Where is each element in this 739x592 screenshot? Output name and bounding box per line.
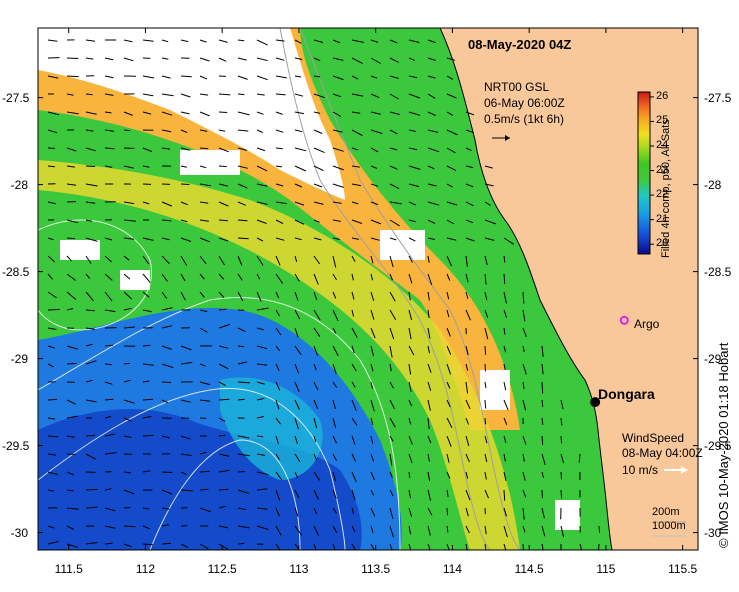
dongara-label: Dongara [598, 386, 655, 402]
wind-legend-arrowhead [681, 466, 688, 474]
y-tick-label-right: -27.5 [704, 90, 732, 105]
x-tick-label: 115 [596, 562, 616, 576]
current-vectors [47, 39, 601, 550]
depth-legend-200m: 200m [652, 506, 680, 518]
y-tick-label: -27.5 [2, 90, 30, 105]
y-tick-label-right: -30 [704, 525, 722, 540]
y-tick-label-right: -29 [704, 351, 722, 366]
ssh-contours [38, 219, 401, 550]
y-tick-label: -28.5 [2, 264, 30, 279]
x-tick-label: 115.5 [668, 562, 698, 576]
x-tick-label: 112 [135, 562, 155, 576]
colorbar [637, 91, 651, 255]
y-tick-label: -28 [10, 177, 28, 192]
current-legend-line3: 0.5m/s (1kt 6h) [484, 112, 565, 126]
colorbar-ticks [650, 96, 654, 245]
x-tick-label: 114.5 [514, 562, 544, 576]
yellow-water-band [38, 160, 520, 550]
y-tick-label: -29.5 [2, 438, 30, 453]
map-frame [37, 27, 699, 551]
y-tick-label-right: -28.5 [704, 264, 732, 279]
colorbar-tick-label: 21 [656, 212, 669, 225]
land-mass [439, 28, 698, 550]
y-tick-label-right: -28 [704, 177, 722, 192]
x-tick-label: 112.5 [207, 562, 237, 576]
colorbar-tick-label: 23 [656, 163, 669, 176]
colorbar-tick-label: 24 [656, 139, 669, 151]
dongara-marker [590, 397, 601, 408]
y-tick-label: -29 [10, 351, 28, 366]
colorbar-tick-label: 25 [656, 114, 669, 127]
colorbar-tick-label: 22 [656, 188, 669, 201]
wind-legend-line1: WindSpeed [622, 431, 685, 445]
x-tick-label: 113.5 [361, 562, 391, 576]
wind-legend-line3: 10 m/s [622, 463, 659, 477]
colorbar-tick-label: 20 [656, 237, 669, 250]
wind-legend-line2: 08-May 04:00Z [622, 446, 703, 460]
current-legend-arrowhead [505, 135, 510, 141]
current-legend-line2: 06-May 06:00Z [484, 96, 565, 110]
axis-ticks [38, 28, 698, 550]
argo-marker [619, 315, 629, 325]
argo-label: Argo [634, 317, 660, 331]
colorbar-tick-label: 26 [656, 89, 669, 102]
map-plot-area [38, 28, 698, 550]
x-tick-label: 113 [289, 562, 309, 576]
y-tick-label: -30 [10, 525, 28, 540]
x-tick-label: 111.5 [54, 562, 83, 576]
x-tick-label: 114 [442, 562, 462, 576]
bathymetry-contours [279, 28, 521, 550]
warm-water-band [38, 28, 520, 430]
current-legend-line1: NRT00 GSL [484, 80, 550, 94]
depth-legend-1000m: 1000m [652, 520, 686, 532]
y-tick-label-right: -29.5 [704, 438, 732, 453]
map-title: 08-May-2020 04Z [468, 37, 572, 52]
